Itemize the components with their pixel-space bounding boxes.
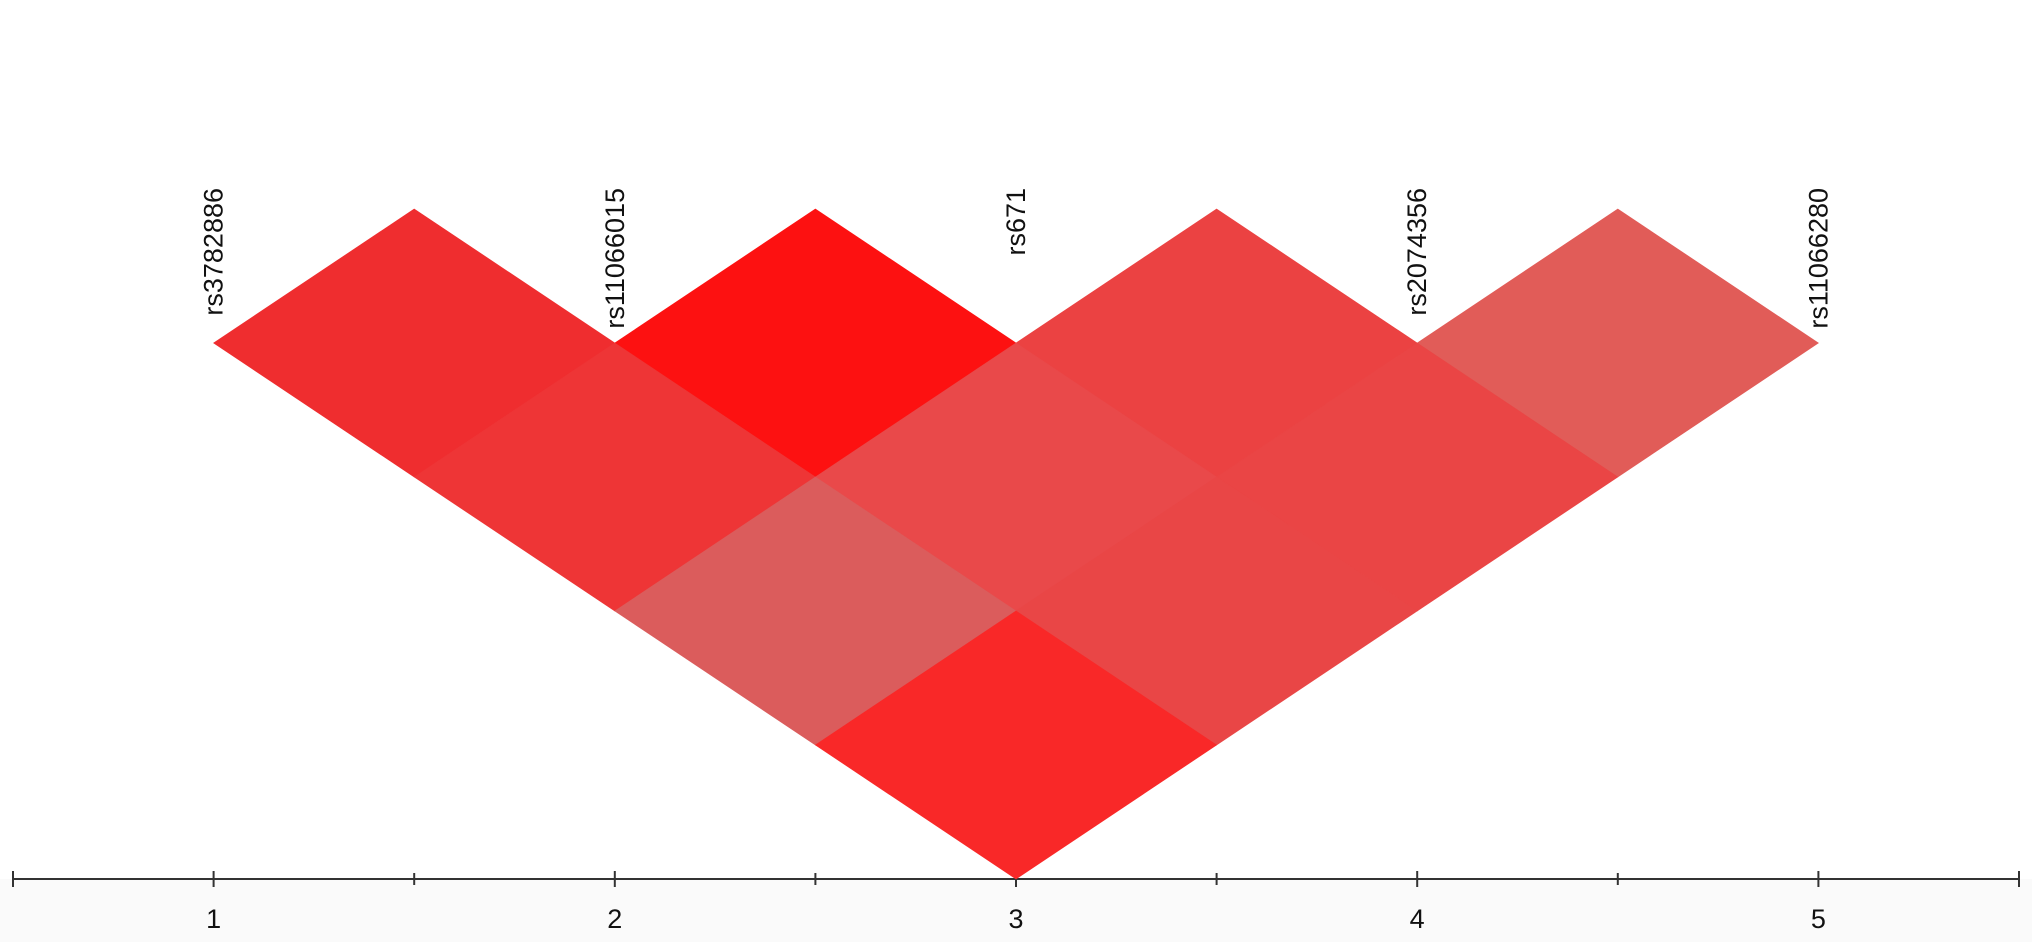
snp-label: rs3782886: [199, 188, 229, 316]
snp-label: rs671: [1001, 188, 1031, 256]
x-tick-label: 5: [1811, 904, 1826, 934]
x-tick-label: 4: [1410, 904, 1425, 934]
snp-label: rs2074356: [1402, 188, 1432, 316]
x-tick-label: 1: [206, 904, 221, 934]
x-tick-label: 2: [607, 904, 622, 934]
snp-label: rs11066015: [600, 188, 630, 329]
x-tick-label: 3: [1008, 904, 1023, 934]
axis-band: [0, 879, 2032, 942]
ld-cell: [814, 610, 1218, 880]
snp-label: rs11066280: [1803, 188, 1833, 329]
